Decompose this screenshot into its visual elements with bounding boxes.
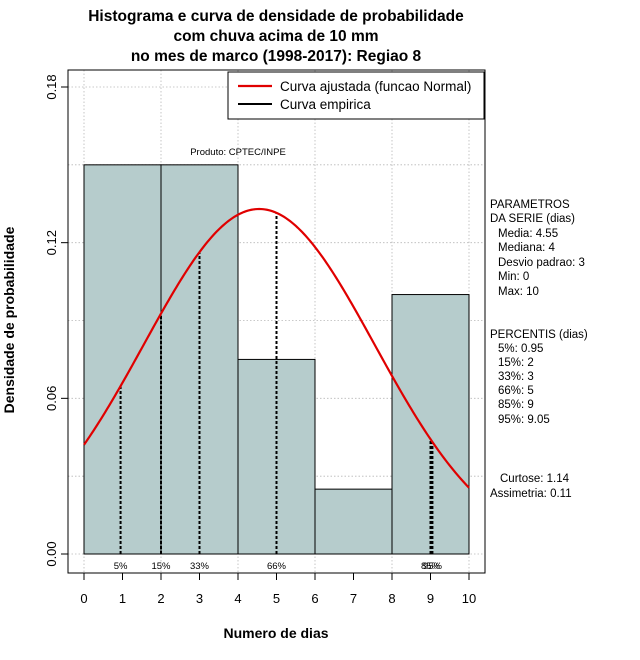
x-axis: 0 1 2 3 4 5 6 7 8 9 10 [80,572,476,606]
param-media: Media: 4.55 [498,228,558,240]
legend-box [227,71,485,120]
x-axis-label: Numero de dias [223,625,328,641]
percentil-66: 66%: 5 [498,385,534,397]
percentil-85: 85%: 9 [498,399,534,411]
x-tick-label: 6 [311,591,318,606]
y-axis-label: Densidade de probabilidade [1,226,17,413]
percentis-panel: PERCENTIS (dias) 5%: 0.95 15%: 2 33%: 3 … [490,329,588,426]
percentile-label: 95% [423,561,443,572]
credit-text: Produto: CPTEC/INPE [190,147,286,158]
x-tick-label: 10 [462,591,476,606]
x-tick-label: 1 [119,591,126,606]
params-title-1: PARAMETROS [490,199,570,211]
y-tick-label: 0.06 [44,386,59,411]
legend: Curva ajustada (funcao Normal) Curva emp… [227,71,485,120]
histogram-bar [314,488,393,555]
y-tick-label: 0.00 [44,541,59,566]
y-axis: 0.00 0.06 0.12 0.18 [44,74,69,567]
percentis-title: PERCENTIS (dias) [490,329,588,341]
stat-assimetria: Assimetria: 0.11 [490,488,572,500]
fitted-normal-curve [83,207,470,489]
histogram-bar [83,164,162,555]
percentile-lines [119,212,434,554]
param-max: Max: 10 [498,286,539,298]
y-tick-label: 0.18 [44,74,59,99]
x-tick-label: 9 [427,591,434,606]
chart-title-line-2: com chuva acima de 10 mm [173,28,378,45]
percentile-label: 15% [151,561,171,572]
parameters-panel: PARAMETROS DA SERIE (dias) Media: 4.55 M… [490,199,585,298]
x-tick-label: 2 [157,591,164,606]
percentil-95: 95%: 9.05 [498,414,550,426]
param-mediana: Mediana: 4 [498,242,556,254]
stat-curtose: Curtose: 1.14 [500,473,570,485]
x-tick-label: 8 [388,591,395,606]
legend-empirical-label: Curva empirica [280,97,371,112]
percentile-labels: 5% 15% 33% 66% 85%95% [114,561,443,572]
x-tick-label: 4 [234,591,241,606]
stats-panel: Curtose: 1.14 Assimetria: 0.11 [490,473,572,500]
percentile-label: 5% [114,561,128,572]
legend-curve-label: Curva ajustada (funcao Normal) [280,79,471,94]
percentil-33: 33%: 3 [498,371,534,383]
percentile-label: 33% [190,561,210,572]
x-tick-label: 5 [273,591,280,606]
percentil-15: 15%: 2 [498,357,534,369]
histogram-bar [391,294,470,555]
percentile-label: 66% [267,561,287,572]
x-tick-label: 3 [196,591,203,606]
percentile-label: 85% [421,561,441,572]
chart-title-line-1: Histograma e curva de densidade de proba… [88,8,464,25]
x-tick-label: 7 [350,591,357,606]
param-desvio: Desvio padrao: 3 [498,257,585,269]
x-tick-label: 0 [80,591,87,606]
param-min: Min: 0 [498,271,529,283]
chart-title-line-3: no mes de marco (1998-2017): Regiao 8 [131,48,422,65]
percentil-5: 5%: 0.95 [498,343,543,355]
params-title-2: DA SERIE (dias) [490,213,575,225]
y-tick-label: 0.12 [44,230,59,255]
